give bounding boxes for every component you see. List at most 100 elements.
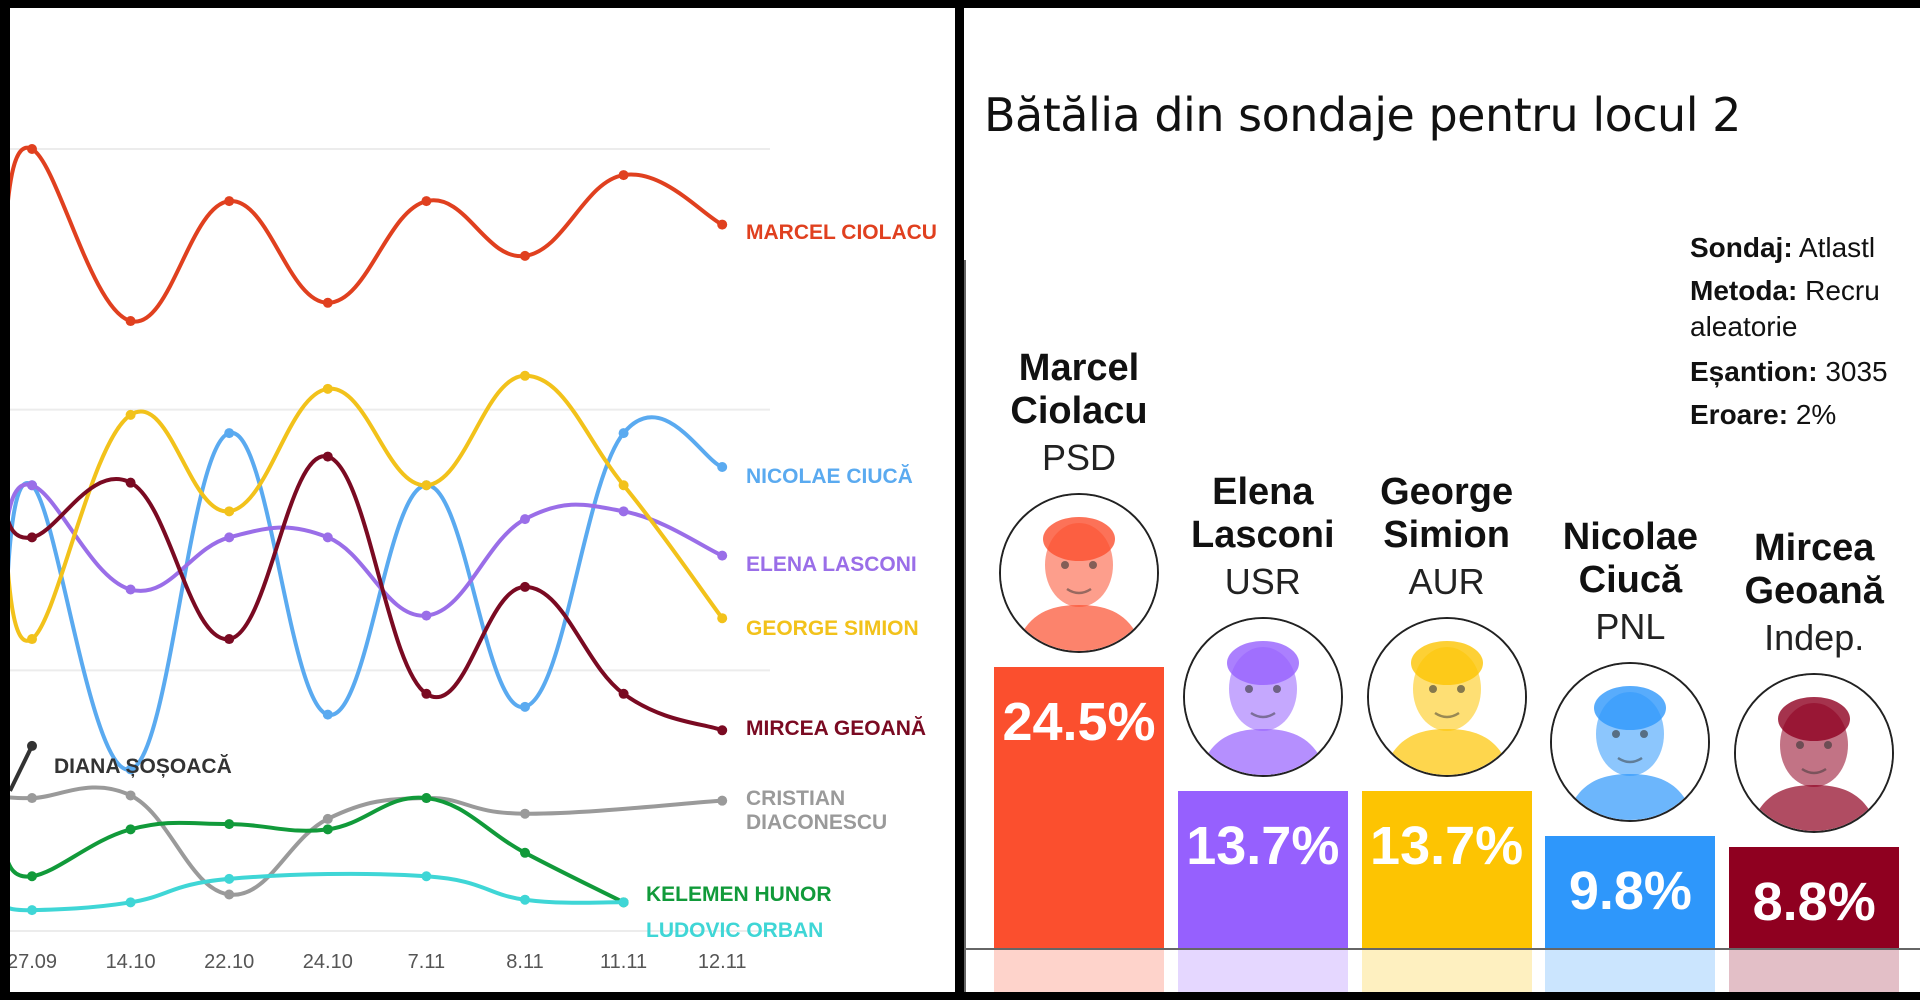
data-point [322, 709, 333, 720]
series-line [10, 415, 725, 772]
data-point [224, 428, 235, 439]
data-point [125, 477, 136, 488]
data-point [421, 688, 432, 699]
data-point [322, 813, 333, 824]
data-point [421, 480, 432, 491]
label-ciolacu: MARCEL CIOLACU [746, 221, 937, 244]
series-cristian-diaconescu [10, 785, 728, 900]
candidate-party: Indep. [1764, 617, 1865, 659]
data-point [717, 550, 728, 561]
data-point [125, 790, 136, 801]
candidate-label: Marcel Ciolacu PSD [989, 347, 1169, 481]
series-line [10, 871, 626, 913]
candidate-party: USR [1224, 561, 1301, 603]
x-tick-label: 27.09 [10, 951, 57, 973]
candidate-label: Elena Lasconi USR [1173, 471, 1353, 605]
series-elena-lasconi [10, 480, 728, 621]
data-point [421, 871, 432, 882]
poll-info: Sondaj: Atlastl Metoda: Recru aleatorie … [1690, 226, 1888, 436]
data-point [224, 889, 235, 900]
data-point [125, 764, 136, 775]
data-point [125, 316, 136, 327]
x-tick-label: 22.10 [204, 951, 254, 973]
candidate-last-name: Geoană [1744, 570, 1884, 613]
bar-value-label: 13.7% [1370, 816, 1524, 877]
candidate-first-name: Marcel [1018, 347, 1140, 390]
candidate-party: AUR [1408, 561, 1485, 603]
candidate-last-name: Ciucă [1578, 558, 1683, 601]
data-point [421, 196, 432, 207]
x-tick-label: 12.11 [698, 951, 747, 973]
series-diana-o-oac- [10, 740, 37, 792]
label-kelemen: KELEMEN HUNOR [646, 883, 832, 906]
data-point [224, 634, 235, 645]
data-point [224, 196, 235, 207]
series-nicolae-ciuc- [10, 415, 728, 775]
data-point [322, 532, 333, 543]
data-point [224, 873, 235, 884]
x-tick-label: 24.10 [303, 951, 353, 973]
data-point [618, 480, 629, 491]
x-tick-label: 14.10 [106, 951, 156, 973]
data-point [27, 740, 37, 751]
candidate-last-name: Lasconi [1190, 514, 1335, 557]
data-point [322, 383, 333, 394]
candidate-portrait [1550, 661, 1711, 822]
candidate-first-name: Elena [1212, 471, 1314, 514]
candidate-portrait [1366, 617, 1527, 778]
series-line [10, 482, 725, 618]
data-point [421, 610, 432, 621]
label-simion: GEORGE SIMION [746, 617, 919, 640]
bar-reflection [1729, 948, 1900, 992]
bar-value-label: 9.8% [1568, 860, 1692, 921]
x-tick-label: 8.11 [506, 951, 543, 973]
data-point [520, 370, 530, 381]
data-point [717, 725, 728, 736]
info-eroare: Eroare: 2% [1690, 399, 1837, 430]
bar-simion: 13.7% [1361, 791, 1532, 948]
data-point [27, 532, 37, 543]
info-metoda-cont: aleatorie [1690, 311, 1798, 342]
data-point [125, 824, 136, 835]
bar-chart-panel: Bătălia din sondaje pentru locul 2 Sonda… [964, 8, 1920, 992]
person-icon [1001, 495, 1157, 652]
data-point [322, 824, 333, 835]
candidate-first-name: George [1380, 471, 1514, 514]
data-point [717, 219, 728, 230]
series-marcel-ciolacu [10, 144, 728, 327]
data-point [125, 897, 136, 908]
bar-ciolacu: 24.5% [994, 667, 1164, 948]
candidate-portrait [999, 493, 1159, 654]
bar-value-label: 13.7% [1186, 816, 1340, 877]
candidate-last-name: Ciolacu [1010, 390, 1148, 433]
data-point [717, 613, 728, 624]
data-point [520, 847, 530, 858]
data-point [618, 428, 629, 439]
candidate-party: PNL [1595, 605, 1666, 647]
bar-ciuca: 9.8% [1545, 835, 1716, 948]
series-line [10, 145, 725, 324]
series-line [10, 373, 725, 643]
series-line [10, 454, 725, 733]
data-point [618, 897, 629, 908]
candidate-last-name: Simion [1383, 514, 1510, 557]
data-point [618, 170, 629, 181]
candidate-portrait [1734, 673, 1895, 834]
series-kelemen-hunor [10, 793, 629, 908]
data-point [618, 688, 629, 699]
line-chart: MARCEL CIOLACU NICOLAE CIUCĂ ELENA LASCO… [10, 144, 937, 973]
line-chart-panel: MARCEL CIOLACU NICOLAE CIUCĂ ELENA LASCO… [10, 8, 955, 992]
person-icon [1552, 663, 1709, 820]
candidate-party: PSD [1041, 437, 1117, 479]
data-point [125, 584, 136, 595]
data-point [27, 480, 37, 491]
data-point [520, 808, 530, 819]
candidate-label: Mircea Geoană Indep. [1724, 527, 1904, 661]
bar-reflection [1545, 948, 1716, 992]
candidate-label: George Simion AUR [1357, 471, 1537, 605]
data-point [224, 819, 235, 830]
bar-lasconi: 13.7% [1177, 791, 1348, 948]
candidate-label: Nicolae Ciucă PNL [1540, 516, 1720, 650]
bar-reflection [1361, 948, 1532, 992]
data-point [520, 701, 530, 712]
